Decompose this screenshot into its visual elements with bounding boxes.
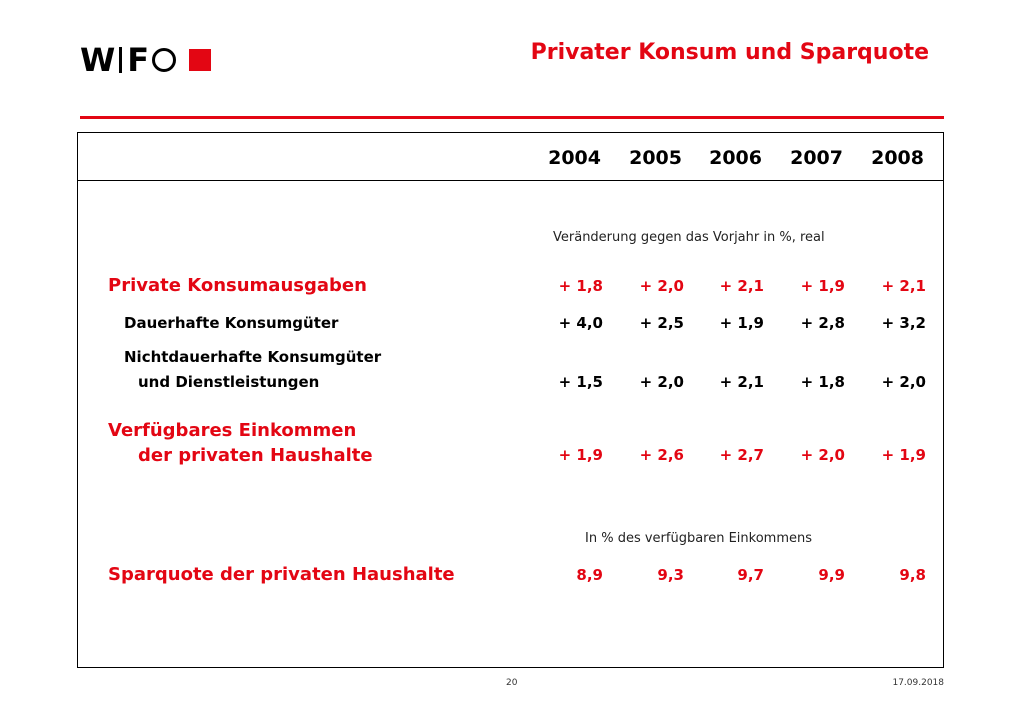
table-cell: + 2,5 <box>639 314 684 332</box>
table-cell: + 2,6 <box>639 446 684 464</box>
row-label-private-konsumausgaben: Private Konsumausgaben <box>108 275 367 296</box>
table-cell: + 1,9 <box>558 446 603 464</box>
table-cell: + 2,0 <box>639 277 684 295</box>
logo-bar <box>119 47 123 73</box>
row-label-sparquote: Sparquote der privaten Haushalte <box>108 564 455 585</box>
logo-red-square <box>189 49 212 71</box>
subheading-change: Veränderung gegen das Vorjahr in %, real <box>553 230 825 245</box>
table-cell: + 3,2 <box>881 314 926 332</box>
year-2006: 2006 <box>709 147 762 169</box>
row-label-dauerhafte-konsumgueter: Dauerhafte Konsumgüter <box>124 314 339 332</box>
header-divider <box>78 180 943 181</box>
slide-title: Privater Konsum und Sparquote <box>530 40 929 65</box>
table-cell: + 1,8 <box>558 277 603 295</box>
table-cell: + 1,9 <box>719 314 764 332</box>
table-cell: + 1,5 <box>558 373 603 391</box>
table-cell: + 1,9 <box>800 277 845 295</box>
year-2008: 2008 <box>871 147 924 169</box>
table-cell: + 1,9 <box>881 446 926 464</box>
title-divider <box>80 116 944 119</box>
row-label-nichtdauerhafte-line2: und Dienstleistungen <box>138 373 320 391</box>
table-cell: + 1,8 <box>800 373 845 391</box>
year-2007: 2007 <box>790 147 843 169</box>
year-2005: 2005 <box>629 147 682 169</box>
table-cell: 9,8 <box>899 566 926 584</box>
logo-letter-f: F <box>127 41 150 79</box>
row-label-verfuegbares-einkommen-line2: der privaten Haushalte <box>138 445 373 466</box>
page-number: 20 <box>506 678 518 688</box>
table-cell: + 2,0 <box>881 373 926 391</box>
row-label-nichtdauerhafte-line1: Nichtdauerhafte Konsumgüter <box>124 348 382 366</box>
table-cell: + 2,1 <box>881 277 926 295</box>
row-label-verfuegbares-einkommen-line1: Verfügbares Einkommen <box>108 420 357 441</box>
table-cell: + 2,8 <box>800 314 845 332</box>
logo-circle <box>152 48 177 72</box>
footer-date: 17.09.2018 <box>892 678 944 688</box>
table-cell: 8,9 <box>576 566 603 584</box>
table-cell: + 2,1 <box>719 373 764 391</box>
table-cell: + 2,0 <box>639 373 684 391</box>
table-cell: + 4,0 <box>558 314 603 332</box>
table-cell: 9,7 <box>737 566 764 584</box>
table-cell: 9,9 <box>818 566 845 584</box>
table-cell: + 2,0 <box>800 446 845 464</box>
table-cell: 9,3 <box>657 566 684 584</box>
data-table: 2004 2005 2006 2007 2008 Veränderung geg… <box>77 132 944 668</box>
table-cell: + 2,1 <box>719 277 764 295</box>
wifo-logo: W F <box>80 41 212 79</box>
logo-letter-w: W <box>80 41 116 79</box>
subheading-share: In % des verfügbaren Einkommens <box>585 531 813 546</box>
table-cell: + 2,7 <box>719 446 764 464</box>
year-2004: 2004 <box>548 147 601 169</box>
